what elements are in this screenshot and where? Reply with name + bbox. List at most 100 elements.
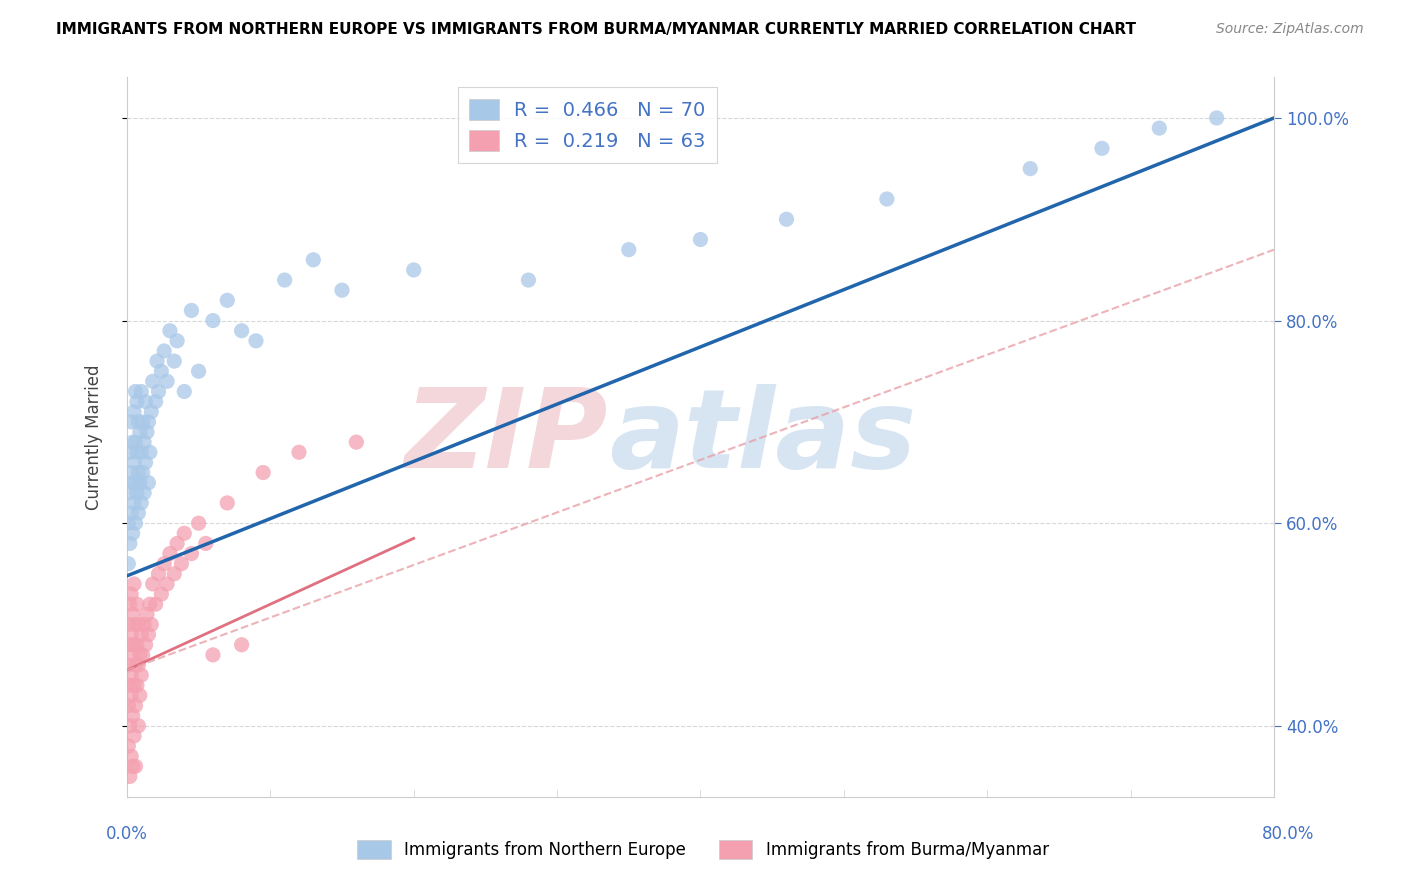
Point — [231, 324, 253, 338]
Legend: Immigrants from Northern Europe, Immigrants from Burma/Myanmar: Immigrants from Northern Europe, Immigra… — [350, 834, 1056, 866]
Point — [245, 334, 267, 348]
Text: Source: ZipAtlas.com: Source: ZipAtlas.com — [1216, 22, 1364, 37]
Point — [121, 708, 143, 723]
Point — [125, 638, 148, 652]
Point — [117, 658, 139, 673]
Point — [876, 192, 898, 206]
Point — [129, 627, 152, 641]
Point — [173, 526, 195, 541]
Point — [173, 384, 195, 399]
Point — [141, 617, 163, 632]
Point — [135, 638, 157, 652]
Point — [131, 466, 153, 480]
Point — [153, 557, 176, 571]
Point — [1019, 161, 1042, 176]
Point — [125, 445, 148, 459]
Point — [124, 658, 146, 673]
Text: atlas: atlas — [609, 384, 917, 491]
Point — [124, 475, 146, 490]
Point — [159, 547, 181, 561]
Point — [187, 516, 209, 531]
Point — [118, 769, 141, 783]
Point — [252, 466, 274, 480]
Point — [148, 566, 170, 581]
Point — [118, 485, 141, 500]
Point — [170, 557, 193, 571]
Point — [124, 617, 146, 632]
Point — [217, 293, 239, 308]
Point — [118, 638, 141, 652]
Point — [118, 719, 141, 733]
Legend: R =  0.466   N = 70, R =  0.219   N = 63: R = 0.466 N = 70, R = 0.219 N = 63 — [458, 87, 717, 162]
Point — [150, 364, 173, 378]
Point — [302, 252, 325, 267]
Point — [288, 445, 311, 459]
Point — [128, 689, 150, 703]
Point — [201, 648, 224, 662]
Point — [125, 678, 148, 692]
Point — [156, 375, 179, 389]
Point — [217, 496, 239, 510]
Point — [136, 607, 159, 622]
Point — [136, 425, 159, 439]
Point — [134, 435, 156, 450]
Point — [120, 506, 142, 520]
Point — [129, 496, 152, 510]
Point — [142, 375, 165, 389]
Point — [127, 466, 149, 480]
Point — [118, 536, 141, 550]
Point — [517, 273, 540, 287]
Point — [273, 273, 295, 287]
Point — [117, 617, 139, 632]
Point — [344, 435, 367, 450]
Point — [121, 435, 143, 450]
Point — [124, 384, 146, 399]
Point — [131, 648, 153, 662]
Point — [166, 334, 188, 348]
Point — [122, 577, 145, 591]
Point — [146, 354, 169, 368]
Point — [159, 324, 181, 338]
Point — [120, 749, 142, 764]
Point — [127, 506, 149, 520]
Point — [156, 577, 179, 591]
Point — [127, 719, 149, 733]
Point — [150, 587, 173, 601]
Y-axis label: Currently Married: Currently Married — [86, 364, 103, 510]
Point — [1091, 141, 1114, 155]
Text: ZIP: ZIP — [405, 384, 609, 491]
Point — [135, 394, 157, 409]
Point — [231, 638, 253, 652]
Point — [120, 627, 142, 641]
Point — [124, 516, 146, 531]
Point — [127, 658, 149, 673]
Point — [145, 597, 167, 611]
Point — [194, 536, 217, 550]
Point — [125, 485, 148, 500]
Point — [118, 678, 141, 692]
Point — [122, 455, 145, 469]
Point — [120, 466, 142, 480]
Point — [166, 536, 188, 550]
Point — [117, 516, 139, 531]
Point — [145, 394, 167, 409]
Point — [128, 425, 150, 439]
Point — [330, 283, 353, 297]
Point — [201, 313, 224, 327]
Point — [1149, 121, 1171, 136]
Point — [124, 759, 146, 773]
Point — [121, 475, 143, 490]
Point — [128, 648, 150, 662]
Point — [187, 364, 209, 378]
Point — [118, 597, 141, 611]
Point — [120, 587, 142, 601]
Point — [122, 496, 145, 510]
Point — [135, 455, 157, 469]
Point — [138, 415, 160, 429]
Point — [138, 475, 160, 490]
Point — [121, 759, 143, 773]
Point — [180, 303, 202, 318]
Point — [163, 566, 186, 581]
Point — [134, 485, 156, 500]
Point — [402, 263, 425, 277]
